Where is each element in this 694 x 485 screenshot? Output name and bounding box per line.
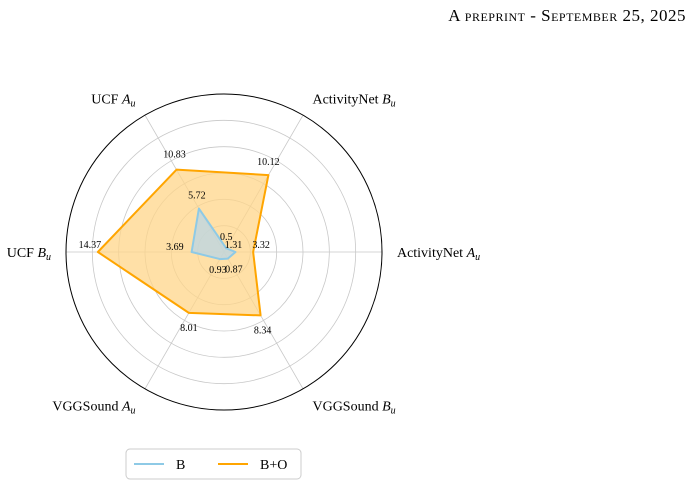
series-b-plus-o-area	[96, 168, 270, 317]
page-header: A preprint - September 25, 2025	[448, 6, 686, 25]
value-labels: 1.310.5 5.72 3.69 0.930.87 3.32 10.12 10.83 14.…	[79, 150, 280, 337]
legend-box	[125, 448, 302, 480]
legend: B B+O	[125, 448, 302, 480]
value-label: 8.01	[180, 323, 198, 334]
value-label: 0.93	[209, 265, 227, 276]
value-label: 0.87	[225, 265, 243, 276]
value-label: 10.12	[257, 157, 280, 168]
series-layer	[96, 168, 270, 317]
value-label: 14.37	[79, 240, 102, 251]
series-b-area	[190, 207, 237, 261]
axis-label-4: VGGSound Au	[52, 399, 135, 416]
legend-label-0: B	[176, 458, 185, 473]
axis-label-3: UCF Bu	[7, 246, 51, 263]
axis-label-0: ActivityNet Au	[397, 246, 480, 263]
legend-label-1: B+O	[260, 458, 287, 473]
value-label: 1.31	[225, 240, 243, 251]
axis-label-1: ActivityNet Bu	[312, 93, 395, 110]
outer-ring	[65, 93, 383, 411]
value-label: 0.5	[220, 232, 233, 243]
value-label: 10.83	[163, 150, 186, 161]
value-label: 3.32	[252, 240, 270, 251]
value-label: 5.72	[188, 191, 206, 202]
value-label: 3.69	[166, 242, 184, 253]
axis-label-5: VGGSound Bu	[312, 399, 395, 416]
value-label: 8.34	[254, 325, 272, 336]
axis-labels: ActivityNet Au ActivityNet Bu UCF Au UCF Bu…	[7, 93, 480, 417]
axis-label-2: UCF Au	[91, 93, 135, 110]
